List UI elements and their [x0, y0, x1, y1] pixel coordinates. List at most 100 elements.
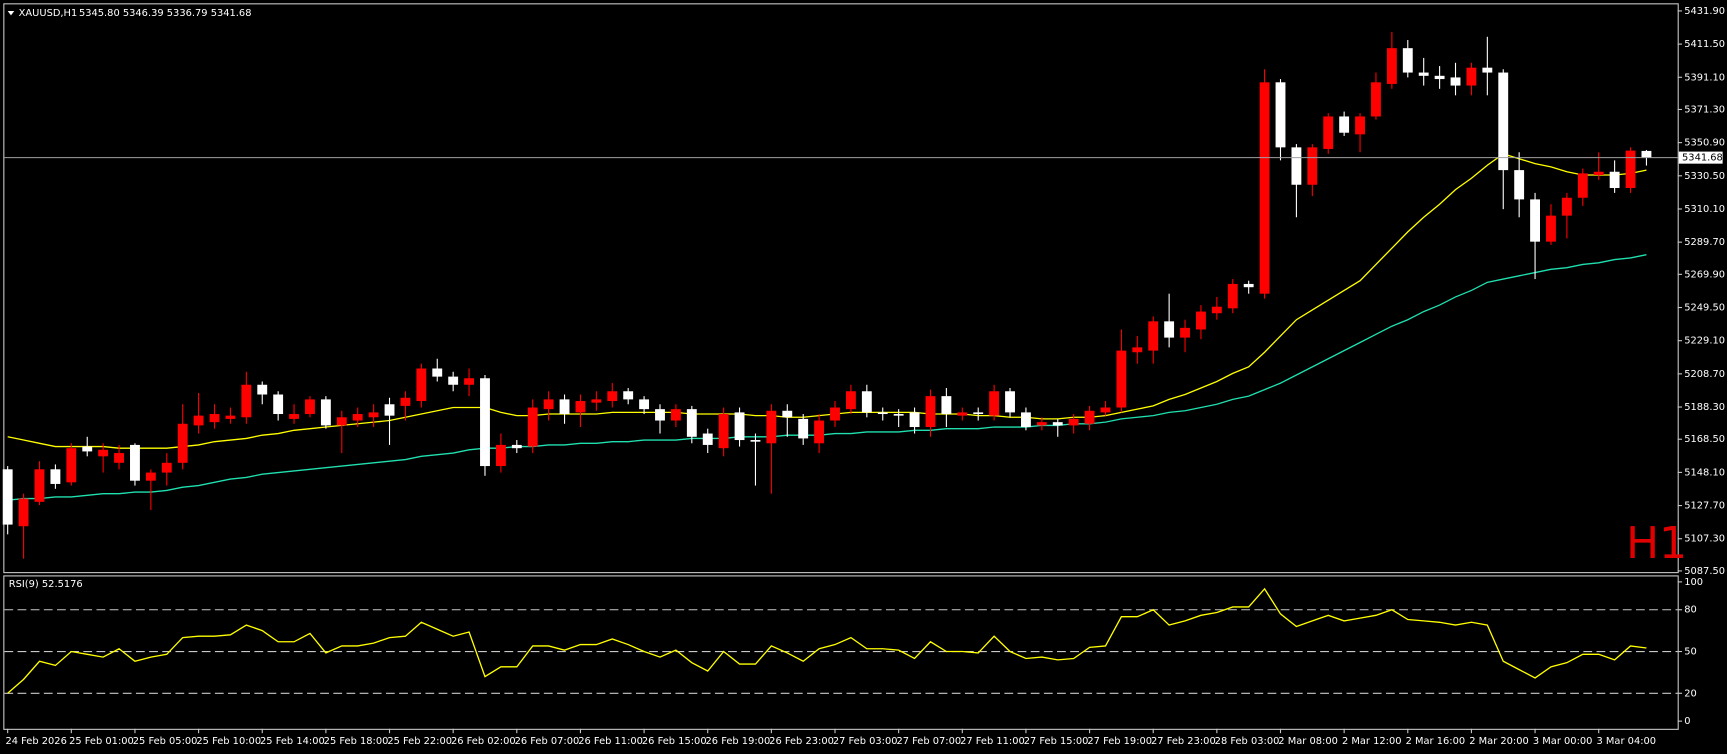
y-tick-label: 5269.90: [1684, 269, 1725, 280]
candle-body: [145, 472, 156, 481]
candle-body: [686, 409, 697, 437]
candle-body: [1084, 410, 1095, 424]
candle-body: [941, 396, 952, 415]
x-tick-label: 25 Feb 01:00: [69, 736, 134, 747]
candle-body: [352, 414, 363, 421]
x-tick-label: 25 Feb 10:00: [196, 736, 261, 747]
candle-body: [448, 376, 459, 385]
candle-body: [591, 399, 602, 403]
y-tick-label: 5371.30: [1684, 104, 1725, 115]
candle-body: [1116, 350, 1127, 408]
candle-body: [1530, 199, 1541, 242]
x-tick-label: 27 Feb 23:00: [1151, 736, 1216, 747]
candle-body: [1546, 215, 1556, 242]
candle-body: [130, 444, 140, 481]
candle-body: [50, 469, 61, 484]
candle-body: [82, 446, 93, 452]
y-tick-label: 5350.90: [1684, 138, 1725, 149]
candle-body: [1514, 170, 1525, 200]
candle-body: [1211, 306, 1222, 314]
candle-body: [161, 462, 172, 473]
candle-body: [1180, 327, 1190, 338]
candle-body: [1577, 173, 1588, 198]
x-tick-label: 2 Mar 20:00: [1469, 736, 1529, 747]
x-tick-label: 3 Mar 00:00: [1533, 736, 1593, 747]
candle-body: [670, 409, 681, 421]
candle-body: [1418, 72, 1429, 76]
candle-body: [320, 399, 331, 426]
candle-body: [1482, 67, 1493, 73]
x-tick-label: 25 Feb 18:00: [324, 736, 389, 747]
candle-body: [241, 384, 252, 418]
candle-body: [1641, 150, 1652, 158]
candle-body: [1323, 116, 1334, 149]
candle-body: [511, 444, 522, 449]
x-tick-label: 26 Feb 19:00: [706, 736, 771, 747]
rsi-line: [7, 587, 1647, 694]
y-tick-label: 5168.50: [1684, 434, 1725, 445]
candle-body: [336, 417, 347, 426]
candle-body: [718, 414, 729, 449]
candle-body: [623, 391, 634, 400]
candle-body: [98, 449, 109, 457]
y-tick-label: 5391.10: [1684, 72, 1725, 83]
candle-body: [893, 414, 904, 416]
candle-body: [432, 368, 443, 377]
candle-body: [400, 397, 411, 406]
y-tick-label: 5431.90: [1684, 6, 1725, 17]
candle-body: [877, 412, 888, 415]
candle-body: [289, 414, 299, 419]
candle-body: [209, 414, 220, 423]
candle-body: [861, 391, 872, 413]
candle-body: [1036, 422, 1047, 426]
candle-body: [464, 378, 475, 385]
candle-body: [702, 433, 713, 445]
candle-body: [1561, 197, 1572, 216]
y-tick-label: 50: [1684, 647, 1697, 658]
candle-body: [1100, 407, 1111, 413]
chart-title: XAUUSD,H1: [19, 8, 78, 19]
candle-body: [1339, 116, 1350, 133]
candle-body: [1434, 75, 1445, 80]
timeframe-watermark: H1: [1626, 518, 1687, 569]
candle-body: [1593, 171, 1604, 175]
candle-body: [1402, 48, 1413, 73]
candle-body: [416, 368, 427, 402]
candle-body: [18, 498, 29, 527]
y-tick-label: 5289.70: [1684, 237, 1725, 248]
candle-body: [750, 440, 761, 442]
candle-body: [1275, 82, 1286, 148]
y-tick-label: 5330.50: [1684, 171, 1725, 182]
candle-body: [1148, 321, 1159, 351]
candle-body: [655, 409, 665, 421]
menu-arrow[interactable]: [7, 10, 15, 16]
candle-body: [1005, 391, 1015, 413]
candle-body: [1609, 171, 1620, 189]
x-tick-label: 26 Feb 15:00: [642, 736, 707, 747]
x-tick-label: 2 Mar 16:00: [1406, 736, 1466, 747]
candle-body: [1227, 283, 1238, 309]
y-tick-label: 5229.10: [1684, 336, 1725, 347]
candle-body: [766, 410, 777, 444]
y-tick-label: 5148.10: [1684, 467, 1725, 478]
x-tick-label: 27 Feb 19:00: [1087, 736, 1152, 747]
x-tick-label: 25 Feb 14:00: [260, 736, 325, 747]
candle-body: [798, 418, 809, 439]
candle-body: [114, 453, 124, 463]
y-tick-label: 5087.50: [1684, 566, 1725, 577]
candle-body: [1355, 116, 1365, 135]
candle-body: [989, 391, 1000, 416]
candle-body: [830, 407, 840, 421]
ohlc-readout: 5345.80 5346.39 5336.79 5341.68: [79, 8, 252, 19]
candle-body: [734, 412, 745, 441]
candle-body: [66, 448, 77, 483]
candle-body: [925, 396, 936, 428]
candle-body: [1259, 82, 1270, 294]
candle-body: [1243, 283, 1254, 288]
x-tick-label: 27 Feb 11:00: [960, 736, 1025, 747]
y-tick-label: 100: [1684, 577, 1703, 588]
candle-body: [257, 384, 268, 395]
x-tick-label: 26 Feb 07:00: [515, 736, 580, 747]
